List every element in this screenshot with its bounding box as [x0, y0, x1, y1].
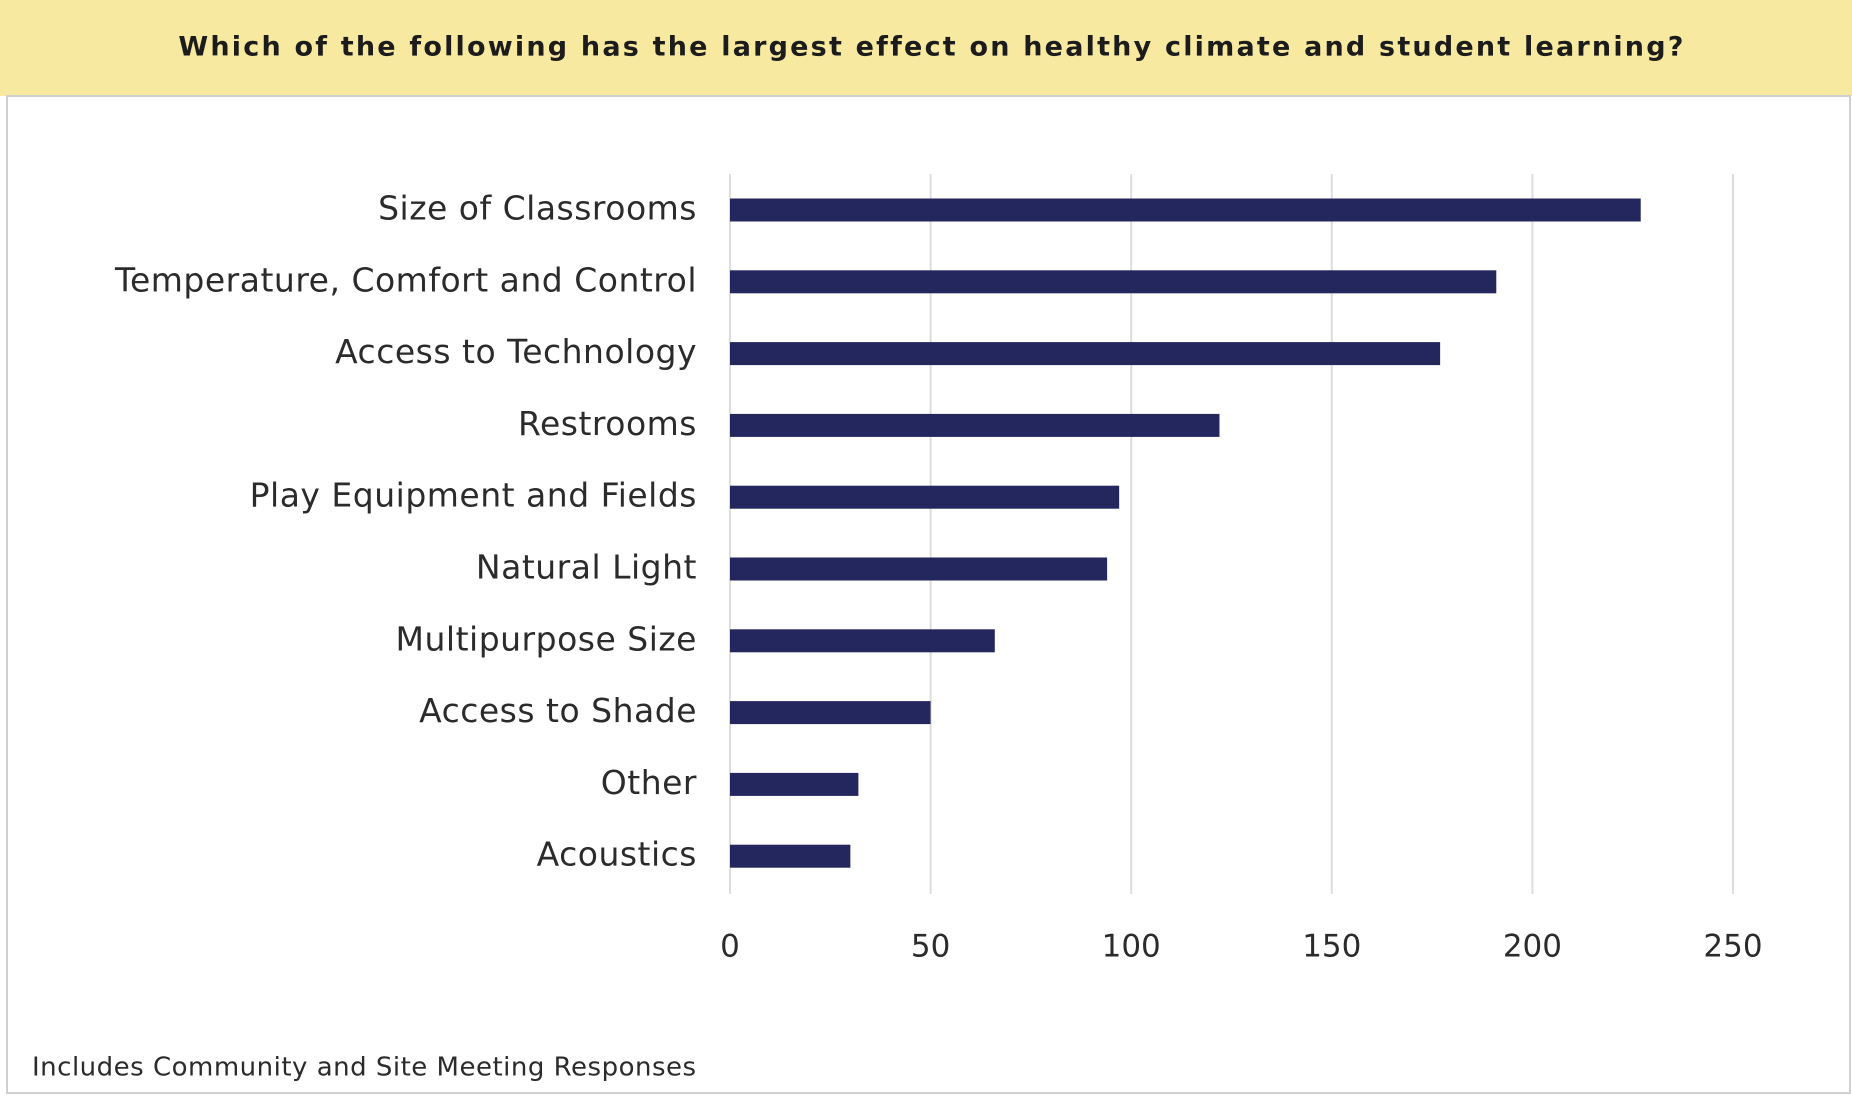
footnote: Includes Community and Site Meeting Resp…: [32, 1053, 697, 1083]
y-tick-label: Natural Light: [476, 548, 697, 587]
y-tick-label: Access to Shade: [419, 691, 697, 730]
y-tick-label: Multipurpose Size: [396, 619, 697, 658]
x-tick-label: 250: [1703, 929, 1762, 965]
x-tick-label: 200: [1503, 929, 1562, 965]
bar: [730, 485, 1120, 509]
header-band: [0, 0, 1852, 96]
y-tick-label: Size of Classrooms: [378, 189, 697, 228]
x-tick-label: 0: [720, 929, 740, 965]
x-tick-label: 50: [911, 929, 950, 965]
y-tick-label: Acoustics: [537, 835, 697, 874]
chart-title: Which of the following has the largest e…: [178, 32, 1685, 63]
bar: [730, 342, 1441, 366]
bar: [730, 413, 1220, 437]
y-tick-label: Play Equipment and Fields: [250, 476, 697, 515]
frame: [6, 95, 1851, 1094]
bar: [730, 557, 1108, 581]
bar: [730, 629, 995, 653]
x-tick-label: 150: [1302, 929, 1361, 965]
x-tick-label: 100: [1102, 929, 1161, 965]
y-tick-label: Temperature, Comfort and Control: [114, 260, 697, 299]
y-tick-label: Other: [601, 763, 697, 802]
bar: [730, 772, 859, 796]
bar: [730, 701, 931, 725]
bar: [730, 198, 1641, 222]
y-tick-label: Restrooms: [518, 404, 697, 443]
y-tick-label: Access to Technology: [335, 332, 697, 371]
bar: [730, 844, 851, 868]
bar: [730, 270, 1497, 294]
